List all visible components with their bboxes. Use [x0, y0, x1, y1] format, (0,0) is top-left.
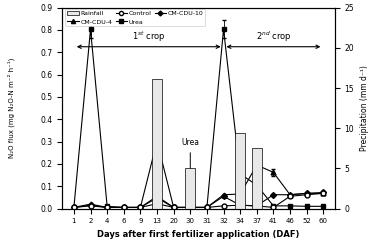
Text: Urea: Urea	[181, 138, 199, 201]
Bar	[235, 133, 245, 208]
Bar	[185, 168, 195, 208]
Y-axis label: N₂O flux (mg N₂O-N m⁻² h⁻¹): N₂O flux (mg N₂O-N m⁻² h⁻¹)	[7, 58, 15, 158]
Text: 2$^{nd}$ crop: 2$^{nd}$ crop	[256, 30, 291, 44]
Bar	[152, 79, 162, 208]
Text: 1$^{st}$ crop: 1$^{st}$ crop	[132, 30, 166, 44]
Legend: Rainfall, CM-CDU-4, Control, Urea, CM-CDU-10: Rainfall, CM-CDU-4, Control, Urea, CM-CD…	[65, 9, 206, 26]
Y-axis label: Precipitation (mm d⁻¹): Precipitation (mm d⁻¹)	[360, 65, 369, 151]
Bar	[252, 148, 262, 208]
X-axis label: Days after first fertilizer application (DAF): Days after first fertilizer application …	[97, 230, 300, 239]
